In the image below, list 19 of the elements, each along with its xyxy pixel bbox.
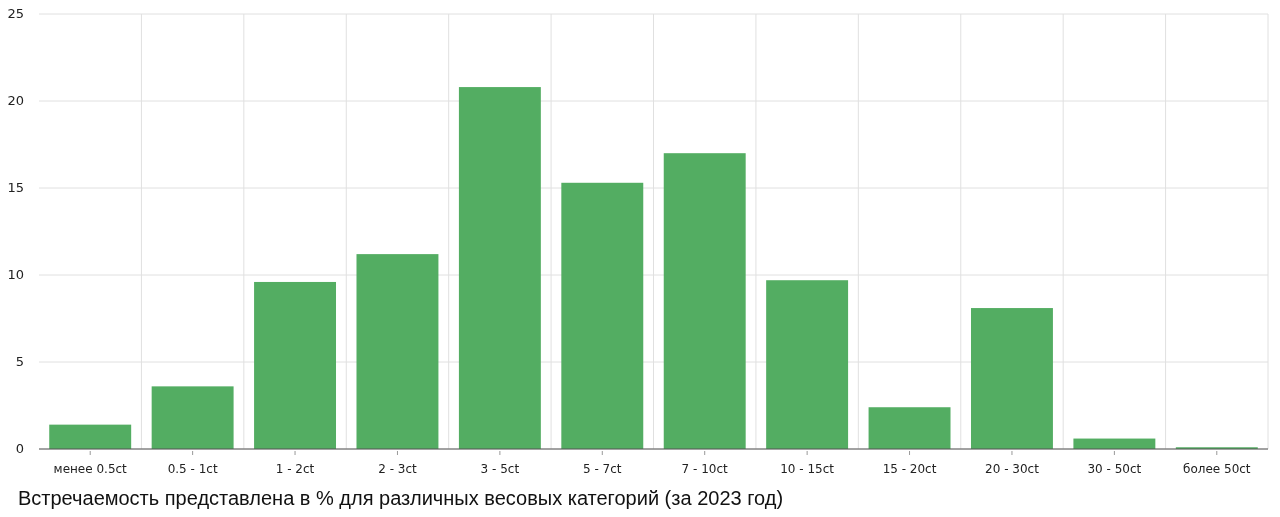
y-tick-label: 5 [15,354,24,369]
x-tick-label: менее 0.5ct [53,462,128,476]
x-tick-label: 1 - 2ct [275,462,315,476]
y-tick-label: 15 [7,180,24,195]
x-tick-label: более 50ct [1183,462,1251,476]
x-tick-label: 20 - 30ct [985,462,1040,476]
x-tick-label: 7 - 10ct [681,462,729,476]
x-tick-label: 10 - 15ct [780,462,835,476]
x-tick-label: 15 - 20ct [882,462,937,476]
y-tick-label: 20 [7,93,24,108]
y-tick-label: 0 [15,441,24,456]
x-tick-label: 0.5 - 1ct [167,462,218,476]
y-tick-label: 25 [7,6,24,21]
text: Встречаемость представлена в % для различных весовых категорий (за 2023 год) [18,487,784,509]
x-tick-label: 5 - 7ct [583,462,622,476]
y-tick-label: 10 [7,267,24,282]
x-tick-label: 30 - 50ct [1087,462,1142,476]
x-tick-label: 2 - 3ct [378,462,418,476]
x-tick-label: 3 - 5ct [480,462,520,476]
